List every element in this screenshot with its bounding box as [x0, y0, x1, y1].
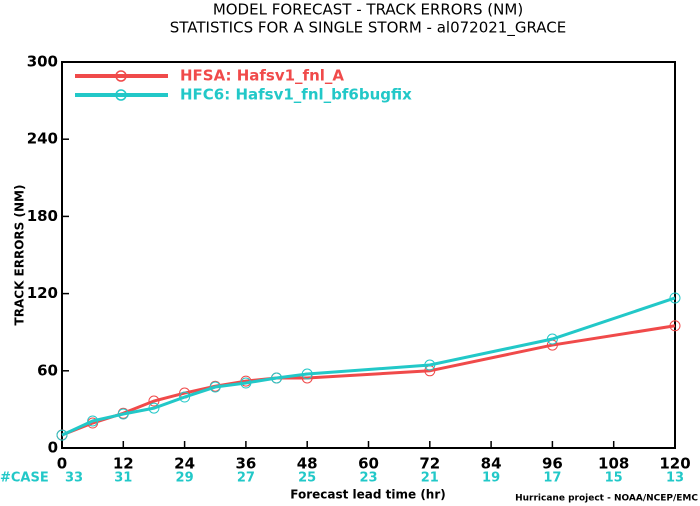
point — [148, 402, 160, 414]
x-tick-label: 84 — [481, 455, 502, 473]
case-count: 29 — [176, 471, 194, 486]
x-tick-label: 60 — [358, 455, 379, 473]
x-axis-label: Forecast lead time (hr) — [290, 488, 446, 502]
x-tick-label: 120 — [659, 455, 690, 473]
x-tick-label: 48 — [297, 455, 318, 473]
point — [301, 368, 313, 380]
chart-subtitle: STATISTICS FOR A SINGLE STORM - al072021… — [170, 19, 566, 38]
point — [87, 415, 99, 427]
x-tick-label: 96 — [542, 455, 563, 473]
point — [209, 381, 221, 393]
x-tick-label: 72 — [419, 455, 440, 473]
case-count: 27 — [237, 471, 255, 486]
point — [148, 395, 160, 407]
y-tick-label: 60 — [37, 361, 58, 379]
case-count: 13 — [666, 471, 684, 486]
point — [669, 320, 681, 332]
point — [179, 391, 191, 403]
y-tick-label: 240 — [27, 130, 58, 148]
x-tick-label: 36 — [235, 455, 256, 473]
point — [240, 377, 252, 389]
case-count: 33 — [65, 471, 83, 486]
point — [424, 359, 436, 371]
legend-label: HFSA: Hafsv1_fnl_A — [180, 67, 344, 85]
legend-marker — [115, 89, 127, 101]
point — [546, 333, 558, 345]
case-count: 19 — [482, 471, 500, 486]
point — [117, 408, 129, 420]
x-tick-label: 0 — [57, 455, 67, 473]
point — [669, 292, 681, 304]
footer: Hurricane project - NOAA/NCEP/EMC — [515, 494, 698, 504]
case-count: 15 — [605, 471, 623, 486]
case-count: 17 — [543, 471, 561, 486]
series-line — [61, 324, 676, 437]
legend-label: HFC6: Hafsv1_fnl_bf6bugfix — [180, 86, 412, 104]
case-count: 25 — [298, 471, 316, 486]
point — [56, 429, 68, 441]
point — [271, 372, 283, 384]
x-tick-label: 108 — [598, 455, 629, 473]
x-tick-label: 12 — [113, 455, 134, 473]
chart-title: MODEL FORECAST - TRACK ERRORS (NM) — [213, 1, 523, 19]
case-count: 23 — [359, 471, 377, 486]
y-axis-label: TRACK ERRORS (NM) — [13, 185, 27, 326]
case-label: #CASE — [0, 471, 49, 486]
y-tick-label: 300 — [27, 53, 58, 71]
legend-marker — [115, 70, 127, 82]
case-count: 31 — [114, 471, 132, 486]
y-tick-label: 180 — [27, 207, 58, 225]
y-tick-label: 120 — [27, 284, 58, 302]
case-count: 21 — [421, 471, 439, 486]
plot-frame — [61, 61, 676, 449]
series-line — [61, 296, 676, 437]
x-tick-label: 24 — [174, 455, 195, 473]
y-tick-label: 0 — [48, 439, 58, 457]
